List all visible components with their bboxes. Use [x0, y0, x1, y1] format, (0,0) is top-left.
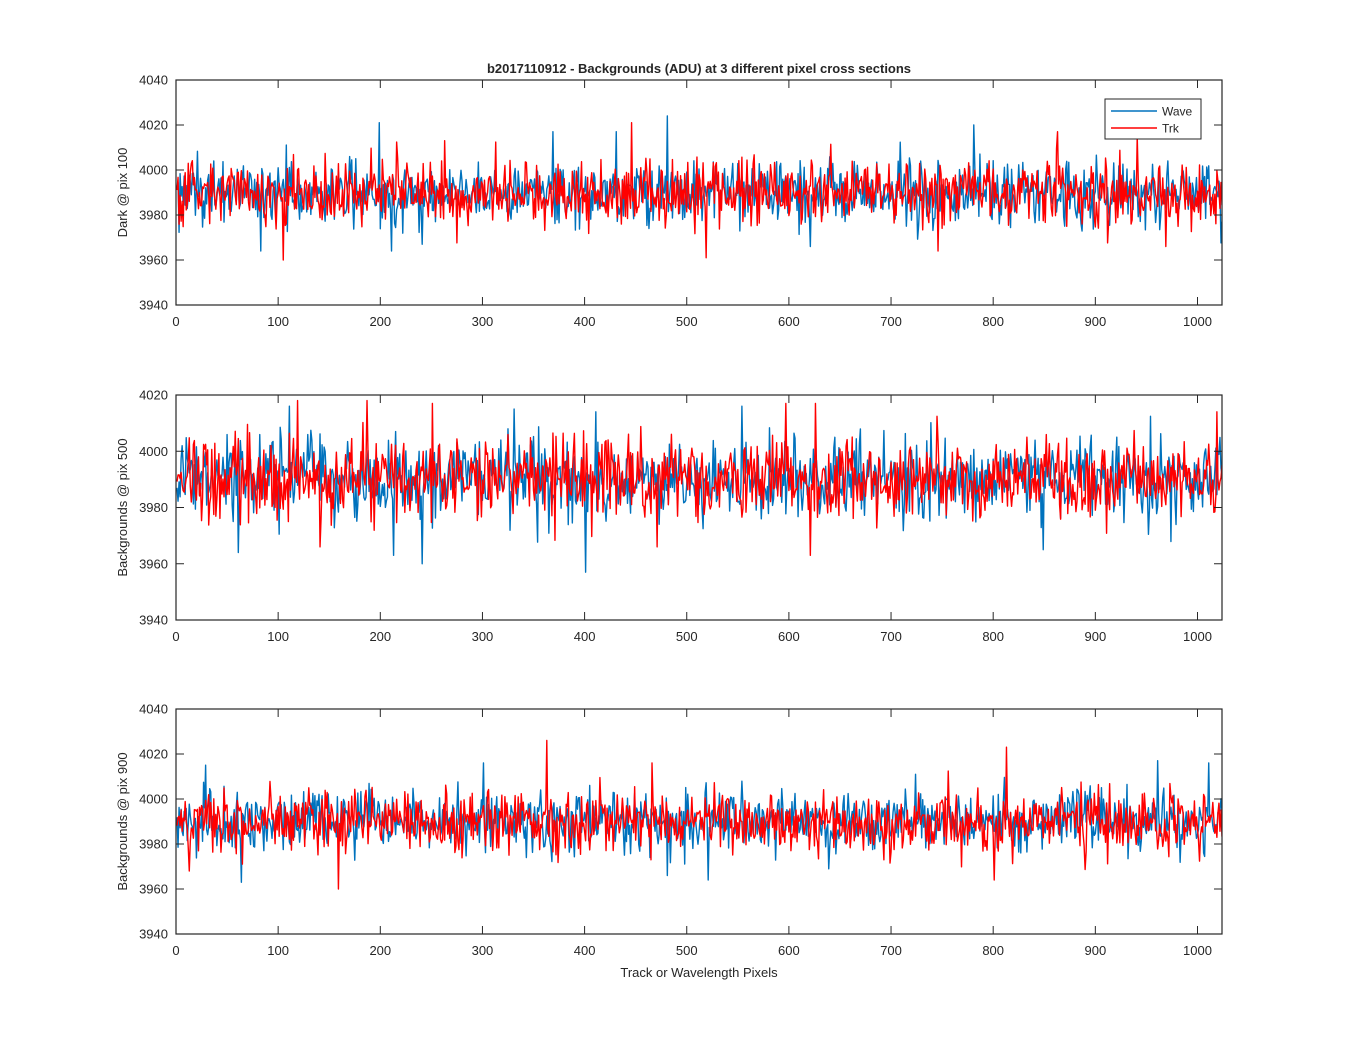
x-tick-label: 600 [778, 943, 800, 958]
y-tick-label: 3980 [139, 208, 168, 223]
x-tick-label: 300 [472, 943, 494, 958]
y-tick-label: 3980 [139, 837, 168, 852]
y-tick-label: 3960 [139, 882, 168, 897]
y-tick-label: 4020 [139, 747, 168, 762]
x-tick-label: 100 [267, 314, 289, 329]
y-axis-label: Dark @ pix 100 [115, 148, 130, 238]
x-tick-label: 400 [574, 943, 596, 958]
y-tick-label: 4000 [139, 444, 168, 459]
x-tick-label: 400 [574, 629, 596, 644]
x-tick-label: 200 [369, 943, 391, 958]
x-tick-label: 200 [369, 314, 391, 329]
x-tick-label: 0 [172, 943, 179, 958]
chart-title: b2017110912 - Backgrounds (ADU) at 3 dif… [487, 61, 911, 76]
x-tick-label: 900 [1084, 314, 1106, 329]
x-tick-label: 300 [472, 629, 494, 644]
axes-frame [175, 708, 1223, 935]
series-line-trk [176, 399, 1222, 557]
y-tick-label: 4040 [139, 702, 168, 717]
y-tick-label: 3980 [139, 500, 168, 515]
x-tick-label: 900 [1084, 629, 1106, 644]
axes-frame [175, 79, 1223, 306]
x-tick-label: 500 [676, 314, 698, 329]
x-tick-label: 1000 [1183, 629, 1212, 644]
x-tick-label: 300 [472, 314, 494, 329]
y-tick-label: 4020 [139, 388, 168, 403]
legend-label-trk: Trk [1162, 122, 1180, 136]
series-line-trk [176, 122, 1222, 261]
x-tick-label: 700 [880, 629, 902, 644]
x-tick-label: 700 [880, 314, 902, 329]
x-axis-label: Track or Wavelength Pixels [620, 965, 778, 980]
x-tick-label: 900 [1084, 943, 1106, 958]
y-tick-label: 3940 [139, 927, 168, 942]
series-line-trk [176, 739, 1222, 890]
y-tick-label: 3940 [139, 298, 168, 313]
y-tick-label: 4040 [139, 73, 168, 88]
y-tick-label: 3940 [139, 613, 168, 628]
x-tick-label: 800 [982, 629, 1004, 644]
subplot-2: 0 100 200 300 400 500 600 700 800 900 1000 3940 3960… [115, 388, 1223, 644]
x-tick-label: 1000 [1183, 943, 1212, 958]
x-tick-label: 800 [982, 314, 1004, 329]
x-tick-label: 400 [574, 314, 596, 329]
legend-box [1104, 98, 1202, 140]
subplot-3: 0 100 200 300 400 500 600 700 800 900 1000 3940 3960… [115, 702, 1223, 958]
x-tick-label: 100 [267, 629, 289, 644]
legend-label-wave: Wave [1162, 105, 1193, 119]
y-axis-label: Backgrounds @ pix 900 [115, 752, 130, 890]
x-tick-label: 600 [778, 314, 800, 329]
legend: Wave Trk [1104, 98, 1202, 140]
y-tick-label: 4000 [139, 792, 168, 807]
plot-area [176, 395, 1222, 620]
y-axis-label: Backgrounds @ pix 500 [115, 438, 130, 576]
x-tick-label: 500 [676, 943, 698, 958]
x-tick-label: 200 [369, 629, 391, 644]
x-tick-label: 600 [778, 629, 800, 644]
y-tick-label: 3960 [139, 556, 168, 571]
x-tick-label: 100 [267, 943, 289, 958]
x-tick-label: 500 [676, 629, 698, 644]
x-tick-label: 700 [880, 943, 902, 958]
subplot-1: 0 100 200 300 400 500 600 700 800 900 1000 3940 3960… [115, 73, 1223, 329]
x-tick-label: 0 [172, 314, 179, 329]
x-tick-label: 1000 [1183, 314, 1212, 329]
y-tick-label: 4020 [139, 118, 168, 133]
y-tick-label: 3960 [139, 253, 168, 268]
x-tick-label: 0 [172, 629, 179, 644]
x-tick-label: 800 [982, 943, 1004, 958]
y-tick-label: 4000 [139, 163, 168, 178]
